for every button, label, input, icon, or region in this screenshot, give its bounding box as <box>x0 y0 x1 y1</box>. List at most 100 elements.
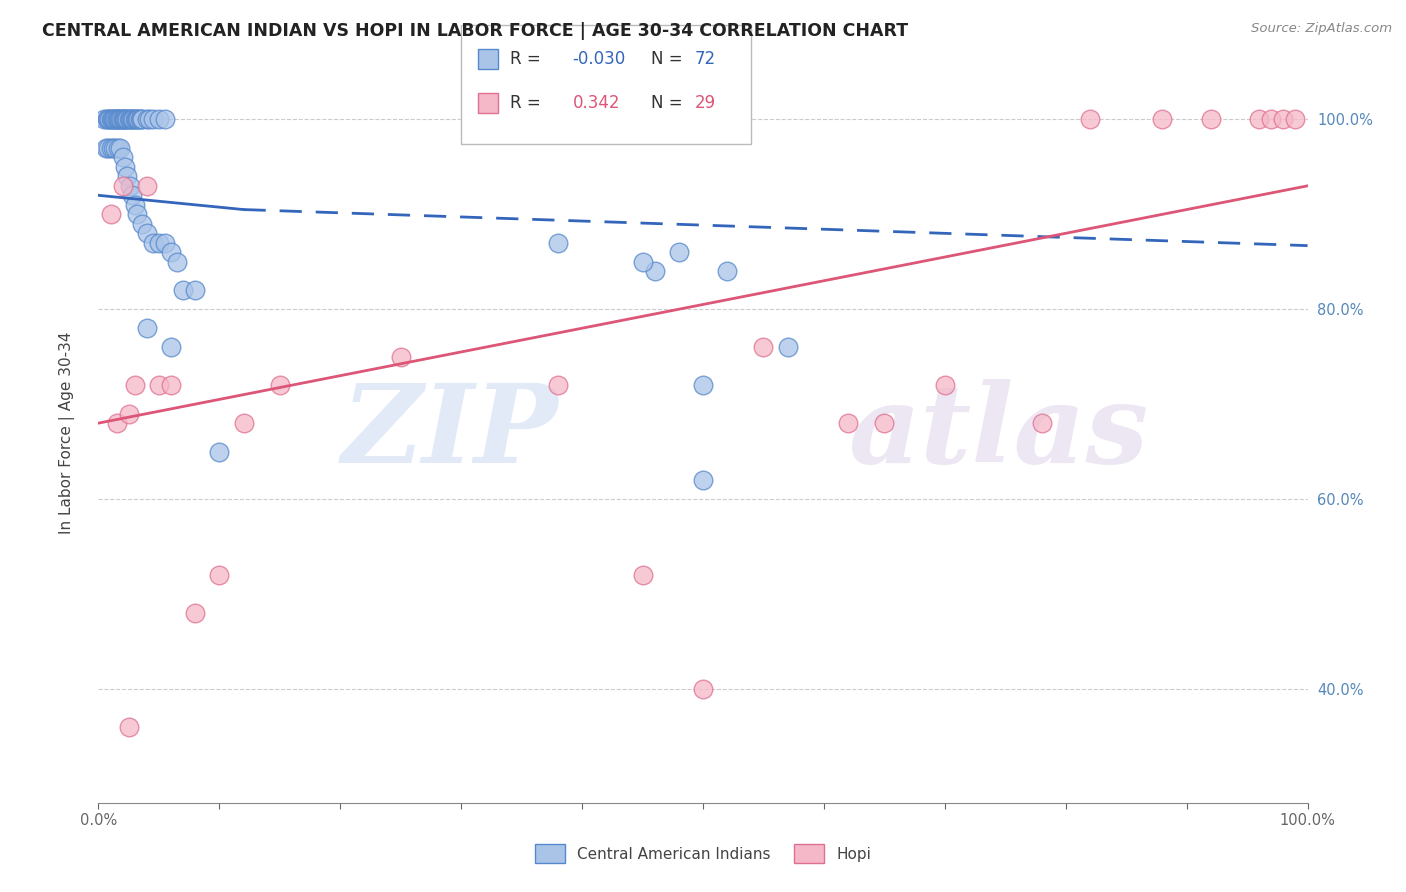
Point <box>631 568 654 582</box>
Point <box>1249 112 1271 127</box>
Point <box>111 178 134 193</box>
Point <box>114 112 136 127</box>
Point <box>160 340 183 354</box>
Text: -0.030: -0.030 <box>572 50 626 68</box>
Point <box>118 407 141 421</box>
Y-axis label: In Labor Force | Age 30-34: In Labor Force | Age 30-34 <box>59 331 75 534</box>
Point <box>100 112 122 127</box>
Text: atlas: atlas <box>848 379 1149 486</box>
Point <box>232 416 254 430</box>
Point <box>127 207 149 221</box>
Point <box>269 378 291 392</box>
Point <box>111 150 134 164</box>
Point <box>112 112 135 127</box>
Point <box>389 350 412 364</box>
Point <box>93 112 115 127</box>
Point <box>873 416 896 430</box>
Point <box>692 473 714 487</box>
Point <box>1152 112 1174 127</box>
Text: 29: 29 <box>695 95 716 112</box>
Point <box>118 112 141 127</box>
Point <box>135 112 157 127</box>
Point <box>547 235 569 250</box>
Point <box>128 112 150 127</box>
Point <box>115 112 138 127</box>
Point <box>127 112 149 127</box>
Point <box>117 169 139 184</box>
Point <box>692 378 714 392</box>
Point <box>98 112 121 127</box>
Text: ZIP: ZIP <box>342 379 558 486</box>
Point <box>716 264 738 278</box>
Point <box>124 112 146 127</box>
Point <box>127 112 149 127</box>
Point <box>110 112 132 127</box>
Text: N =: N = <box>651 95 688 112</box>
Point <box>124 198 146 212</box>
Point <box>208 444 231 458</box>
Point <box>117 112 139 127</box>
Text: N =: N = <box>651 50 688 68</box>
Point <box>111 112 134 127</box>
Point <box>100 112 122 127</box>
Point <box>644 264 666 278</box>
Point <box>118 178 141 193</box>
Text: Source: ZipAtlas.com: Source: ZipAtlas.com <box>1251 22 1392 36</box>
Point <box>668 245 690 260</box>
Point <box>153 235 176 250</box>
Point <box>111 112 134 127</box>
Point <box>121 188 143 202</box>
Point <box>208 568 231 582</box>
Point <box>776 340 799 354</box>
Point <box>97 141 120 155</box>
Point <box>138 112 160 127</box>
Point <box>118 112 141 127</box>
Point <box>107 112 129 127</box>
Point <box>160 378 183 392</box>
Point <box>129 112 152 127</box>
Text: CENTRAL AMERICAN INDIAN VS HOPI IN LABOR FORCE | AGE 30-34 CORRELATION CHART: CENTRAL AMERICAN INDIAN VS HOPI IN LABOR… <box>42 22 908 40</box>
FancyBboxPatch shape <box>461 25 751 144</box>
Point <box>108 112 131 127</box>
Point <box>120 112 142 127</box>
Point <box>547 378 569 392</box>
Point <box>104 141 127 155</box>
Point <box>101 141 124 155</box>
Point <box>148 378 170 392</box>
Point <box>1078 112 1101 127</box>
Point <box>1031 416 1053 430</box>
Point <box>148 235 170 250</box>
Point <box>184 283 207 297</box>
Point <box>1284 112 1306 127</box>
Point <box>105 112 128 127</box>
Point <box>100 207 122 221</box>
Legend: Central American Indians, Hopi: Central American Indians, Hopi <box>529 838 877 869</box>
Point <box>1260 112 1282 127</box>
Point <box>131 112 153 127</box>
Point <box>118 720 141 734</box>
Point <box>631 254 654 268</box>
Point <box>104 112 127 127</box>
Point <box>142 235 165 250</box>
Point <box>124 378 146 392</box>
Point <box>96 112 118 127</box>
Point <box>125 112 148 127</box>
Point <box>837 416 859 430</box>
Point <box>105 112 128 127</box>
Point <box>153 112 176 127</box>
Point <box>131 217 153 231</box>
Point <box>121 112 143 127</box>
Point <box>122 112 145 127</box>
Point <box>184 606 207 620</box>
Point <box>692 681 714 696</box>
Point <box>107 141 129 155</box>
Point <box>105 416 128 430</box>
Point <box>108 112 131 127</box>
Point <box>97 112 120 127</box>
Point <box>934 378 956 392</box>
Point <box>166 254 188 268</box>
Point <box>1272 112 1295 127</box>
Point <box>94 141 117 155</box>
Point <box>135 321 157 335</box>
Point <box>142 112 165 127</box>
